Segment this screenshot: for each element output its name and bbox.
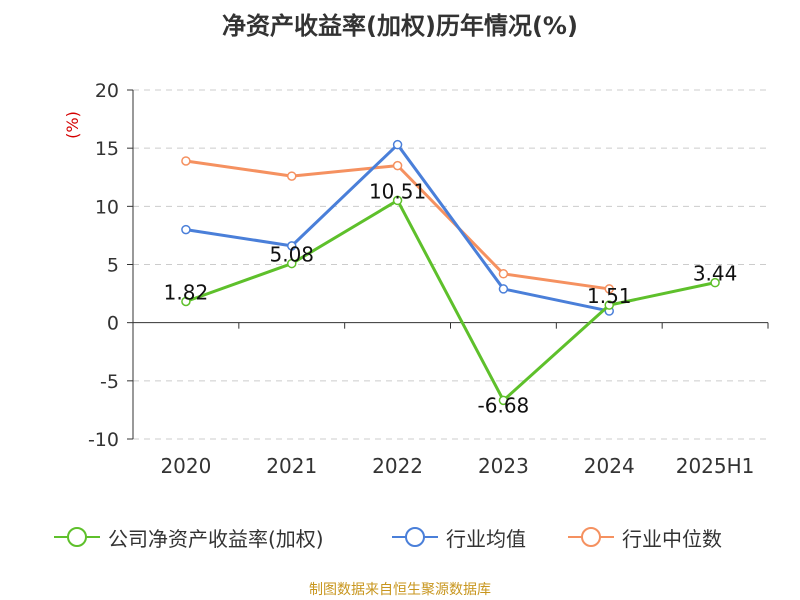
data-label: -6.68 — [478, 393, 530, 417]
data-point — [287, 241, 297, 251]
legend-label-industry-median: 行业中位数 — [622, 526, 722, 551]
data-label: 3.44 — [693, 262, 738, 286]
data-label: 5.08 — [269, 243, 314, 267]
legend-line-circle-icon — [568, 527, 614, 547]
y-tick-label: -5 — [100, 371, 119, 393]
data-point — [287, 258, 297, 269]
data-point — [604, 284, 614, 294]
legend-item-company[interactable]: 公司净资产收益率(加权) — [52, 522, 324, 552]
legend: 公司净资产收益率(加权) 行业均值 行业中位数 — [0, 522, 800, 552]
x-tick-label: 2025H1 — [676, 454, 755, 478]
series-lines — [181, 139, 720, 406]
legend-line-circle-icon — [392, 527, 438, 547]
data-point — [498, 395, 509, 406]
y-tick-label: 5 — [107, 255, 119, 277]
data-point — [710, 277, 720, 288]
x-tick-label: 2023 — [478, 454, 529, 478]
chart-title: 净资产收益率(加权)历年情况(%) — [222, 12, 578, 40]
data-label: 1.51 — [587, 284, 632, 308]
y-tick-label: 20 — [95, 80, 119, 102]
y-tick-label: 15 — [95, 138, 119, 160]
x-tick-label: 2020 — [160, 454, 211, 478]
data-point — [604, 300, 614, 310]
data-point — [181, 156, 191, 166]
data-labels: 1.82 5.08 10.51 -6.68 1.51 3.44 — [164, 179, 738, 417]
x-tick-label: 2024 — [584, 454, 635, 478]
y-axis-title: (%) — [63, 111, 82, 139]
source-note: 制图数据来自恒生聚源数据库 — [309, 582, 491, 598]
y-tick-label: -10 — [88, 429, 119, 451]
legend-item-industry-median[interactable]: 行业中位数 — [566, 522, 722, 552]
series-line — [185, 198, 716, 402]
y-tick-label: 0 — [107, 313, 119, 335]
data-label: 10.51 — [369, 179, 426, 203]
legend-label-industry-mean: 行业均值 — [446, 526, 526, 551]
data-label: 1.82 — [164, 280, 209, 304]
data-point — [392, 195, 403, 206]
data-point — [392, 139, 403, 150]
x-tick-label: 2021 — [266, 454, 317, 478]
data-point — [287, 171, 297, 181]
legend-item-industry-mean[interactable]: 行业均值 — [390, 522, 526, 552]
data-point — [181, 296, 191, 307]
grid-lines — [133, 89, 768, 440]
data-point — [498, 284, 509, 294]
legend-label-company: 公司净资产收益率(加权) — [108, 526, 324, 551]
data-point — [498, 269, 509, 279]
data-point — [392, 160, 403, 171]
legend-line-circle-icon — [54, 527, 100, 547]
y-tick-label: 10 — [95, 196, 119, 218]
x-tick-label: 2022 — [372, 454, 423, 478]
data-point — [181, 224, 191, 235]
